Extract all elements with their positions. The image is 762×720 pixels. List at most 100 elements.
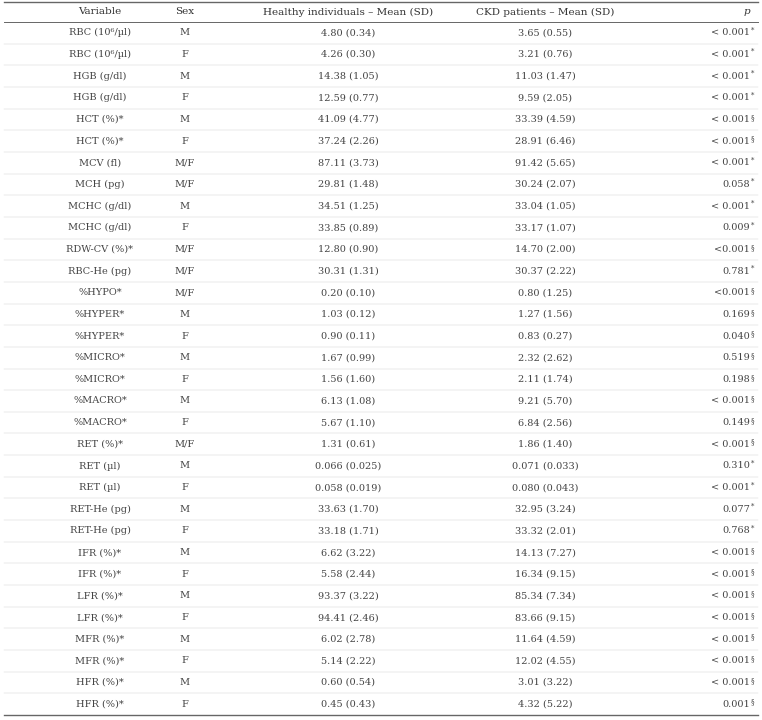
Text: %HYPER*: %HYPER* [75,310,125,319]
Text: 33.63 (1.70): 33.63 (1.70) [318,505,378,514]
Text: M/F: M/F [174,440,195,449]
Text: F: F [181,657,188,665]
Text: 5.14 (2.22): 5.14 (2.22) [321,657,375,665]
Text: MFR (%)*: MFR (%)* [75,657,125,665]
Text: *: * [751,178,754,186]
Text: 5.58 (2.44): 5.58 (2.44) [321,570,375,579]
Text: 6.02 (2.78): 6.02 (2.78) [321,635,375,644]
Text: 93.37 (3.22): 93.37 (3.22) [318,591,379,600]
Text: Sex: Sex [175,7,194,17]
Text: M: M [180,354,190,362]
Text: §: § [751,373,754,381]
Text: 1.31 (0.61): 1.31 (0.61) [321,440,375,449]
Text: < 0.001: < 0.001 [711,115,750,124]
Text: RDW-CV (%)*: RDW-CV (%)* [66,245,133,254]
Text: MCV (fl): MCV (fl) [79,158,121,167]
Text: %MICRO*: %MICRO* [75,375,126,384]
Text: F: F [181,570,188,579]
Text: LFR (%)*: LFR (%)* [77,613,123,622]
Text: M: M [180,505,190,514]
Text: *: * [751,459,754,467]
Text: M: M [180,202,190,210]
Text: M: M [180,310,190,319]
Text: 0.040: 0.040 [722,331,750,341]
Text: M/F: M/F [174,266,195,276]
Text: 30.31 (1.31): 30.31 (1.31) [318,266,379,276]
Text: *: * [751,91,754,99]
Text: 33.85 (0.89): 33.85 (0.89) [318,223,378,233]
Text: < 0.001: < 0.001 [711,28,750,37]
Text: 3.65 (0.55): 3.65 (0.55) [518,28,572,37]
Text: 0.90 (0.11): 0.90 (0.11) [321,331,375,341]
Text: F: F [181,137,188,145]
Text: *: * [751,48,754,56]
Text: M: M [180,548,190,557]
Text: 1.56 (1.60): 1.56 (1.60) [321,375,375,384]
Text: HFR (%)*: HFR (%)* [76,700,124,708]
Text: 9.59 (2.05): 9.59 (2.05) [518,94,572,102]
Text: 4.80 (0.34): 4.80 (0.34) [321,28,375,37]
Text: §: § [751,568,754,576]
Text: 34.51 (1.25): 34.51 (1.25) [318,202,378,210]
Text: < 0.001: < 0.001 [711,483,750,492]
Text: *: * [751,221,754,229]
Text: 2.11 (1.74): 2.11 (1.74) [517,375,572,384]
Text: F: F [181,223,188,233]
Text: HGB (g/dl): HGB (g/dl) [73,93,126,102]
Text: RBC (10⁶/µl): RBC (10⁶/µl) [69,50,131,59]
Text: §: § [751,438,754,446]
Text: F: F [181,700,188,708]
Text: MCHC (g/dl): MCHC (g/dl) [69,202,132,211]
Text: RET-He (pg): RET-He (pg) [69,505,130,514]
Text: HFR (%)*: HFR (%)* [76,678,124,687]
Text: F: F [181,50,188,59]
Text: M: M [180,591,190,600]
Text: F: F [181,331,188,341]
Text: §: § [751,330,754,338]
Text: §: § [751,698,754,706]
Text: 14.70 (2.00): 14.70 (2.00) [515,245,575,254]
Text: < 0.001: < 0.001 [711,137,750,145]
Text: *: * [751,503,754,510]
Text: 0.83 (0.27): 0.83 (0.27) [518,331,572,341]
Text: Healthy individuals – Mean (SD): Healthy individuals – Mean (SD) [263,7,433,17]
Text: §: § [751,416,754,424]
Text: 87.11 (3.73): 87.11 (3.73) [318,158,379,167]
Text: HGB (g/dl): HGB (g/dl) [73,71,126,81]
Text: HCT (%)*: HCT (%)* [76,137,123,145]
Text: M: M [180,28,190,37]
Text: 0.058: 0.058 [722,180,750,189]
Text: Variable: Variable [78,7,122,17]
Text: CKD patients – Mean (SD): CKD patients – Mean (SD) [475,7,614,17]
Text: *: * [751,481,754,489]
Text: 33.04 (1.05): 33.04 (1.05) [515,202,575,210]
Text: 33.39 (4.59): 33.39 (4.59) [515,115,575,124]
Text: 2.32 (2.62): 2.32 (2.62) [517,354,572,362]
Text: 4.26 (0.30): 4.26 (0.30) [321,50,375,59]
Text: 12.59 (0.77): 12.59 (0.77) [318,94,378,102]
Text: §: § [751,611,754,619]
Text: 14.38 (1.05): 14.38 (1.05) [318,72,378,81]
Text: RBC-He (pg): RBC-He (pg) [69,266,132,276]
Text: 1.27 (1.56): 1.27 (1.56) [518,310,572,319]
Text: M: M [180,397,190,405]
Text: LFR (%)*: LFR (%)* [77,591,123,600]
Text: M/F: M/F [174,288,195,297]
Text: M: M [180,635,190,644]
Text: RET-He (pg): RET-He (pg) [69,526,130,536]
Text: M/F: M/F [174,180,195,189]
Text: 5.67 (1.10): 5.67 (1.10) [321,418,375,427]
Text: < 0.001: < 0.001 [711,678,750,687]
Text: 6.62 (3.22): 6.62 (3.22) [321,548,375,557]
Text: 0.198: 0.198 [722,375,750,384]
Text: 85.34 (7.34): 85.34 (7.34) [514,591,575,600]
Text: 0.001: 0.001 [722,700,750,708]
Text: 0.310: 0.310 [722,462,750,470]
Text: < 0.001: < 0.001 [711,635,750,644]
Text: 83.66 (9.15): 83.66 (9.15) [515,613,575,622]
Text: 0.45 (0.43): 0.45 (0.43) [321,700,375,708]
Text: 41.09 (4.77): 41.09 (4.77) [318,115,378,124]
Text: §: § [751,654,754,662]
Text: F: F [181,483,188,492]
Text: < 0.001: < 0.001 [711,158,750,167]
